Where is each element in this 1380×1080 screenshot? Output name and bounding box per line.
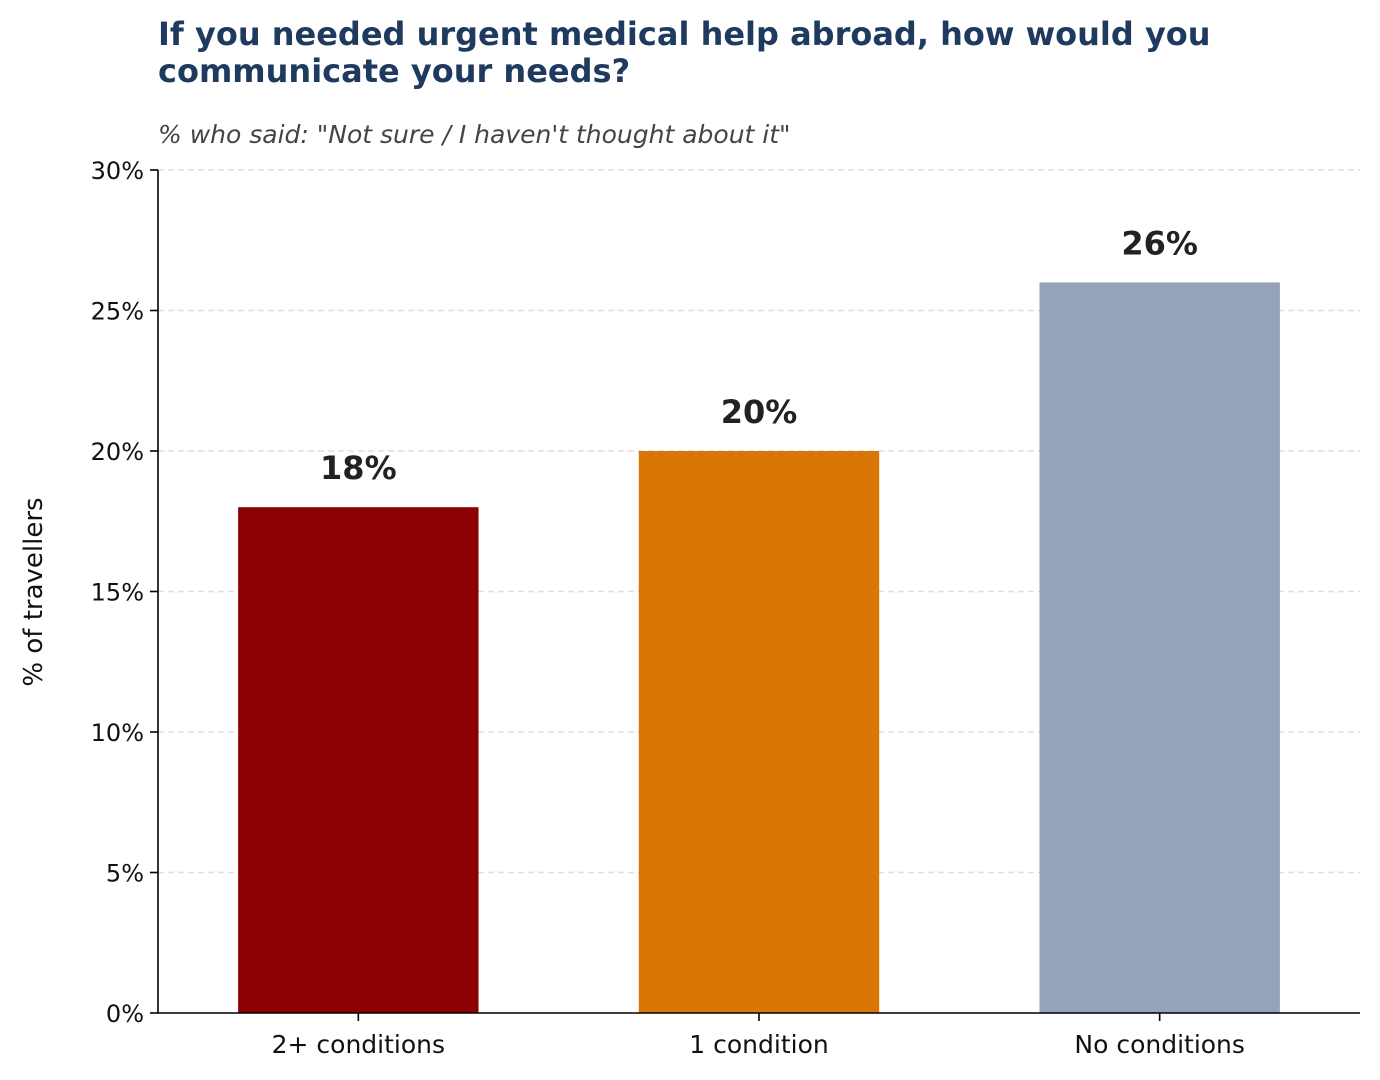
bars xyxy=(238,282,1280,1013)
chart-title: If you needed urgent medical help abroad… xyxy=(158,15,1211,90)
bar xyxy=(638,451,880,1013)
bar-value-label: 26% xyxy=(1121,224,1198,262)
chart-subtitle: % who said: "Not sure / I haven't though… xyxy=(158,120,791,149)
y-axis-label: % of travellers xyxy=(19,497,49,686)
y-tick-label: 20% xyxy=(91,438,144,466)
x-tick-label: No conditions xyxy=(1074,1030,1245,1059)
y-tick-label: 5% xyxy=(106,860,144,888)
y-tick-label: 30% xyxy=(91,157,144,185)
x-tick-label: 1 condition xyxy=(689,1030,828,1059)
x-ticks: 2+ conditions 1 condition No conditions xyxy=(272,1013,1245,1059)
bar-value-label: 18% xyxy=(320,449,397,487)
bar xyxy=(1039,282,1280,1013)
y-tick-label: 10% xyxy=(91,719,144,747)
bar-value-label: 20% xyxy=(721,393,798,431)
bar xyxy=(238,507,479,1013)
value-labels: 18% 20% 26% xyxy=(320,224,1198,487)
y-tick-label: 0% xyxy=(106,1000,144,1028)
y-ticks: 0% 5% 10% 15% 20% 25% 30% xyxy=(91,157,158,1028)
x-tick-label: 2+ conditions xyxy=(272,1030,445,1059)
y-tick-label: 15% xyxy=(91,579,144,607)
y-tick-label: 25% xyxy=(91,298,144,326)
